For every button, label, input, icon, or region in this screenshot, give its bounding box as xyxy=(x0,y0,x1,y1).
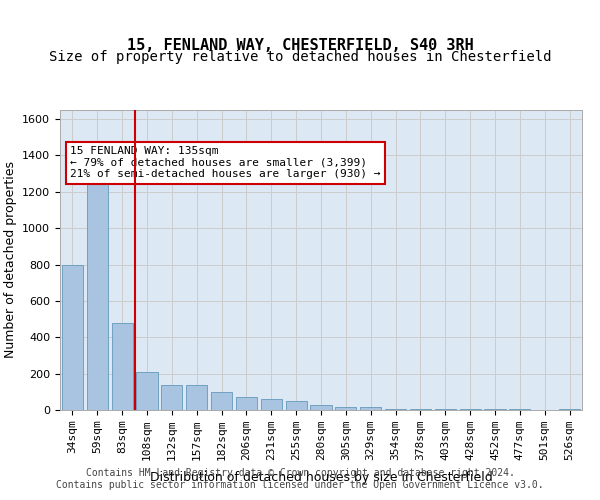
Text: 15 FENLAND WAY: 135sqm
← 79% of detached houses are smaller (3,399)
21% of semi-: 15 FENLAND WAY: 135sqm ← 79% of detached… xyxy=(70,146,381,179)
Bar xyxy=(559,409,580,410)
Bar xyxy=(410,409,431,410)
Bar xyxy=(360,408,381,410)
Bar xyxy=(112,322,133,410)
Bar xyxy=(484,409,506,410)
Bar xyxy=(186,384,207,410)
Bar xyxy=(335,408,356,410)
Bar xyxy=(460,409,481,410)
Bar xyxy=(385,409,406,410)
Bar xyxy=(286,401,307,410)
Text: Size of property relative to detached houses in Chesterfield: Size of property relative to detached ho… xyxy=(49,50,551,64)
Text: 15, FENLAND WAY, CHESTERFIELD, S40 3RH: 15, FENLAND WAY, CHESTERFIELD, S40 3RH xyxy=(127,38,473,52)
Bar xyxy=(87,174,108,410)
Text: Contains HM Land Registry data © Crown copyright and database right 2024.
Contai: Contains HM Land Registry data © Crown c… xyxy=(56,468,544,490)
Bar xyxy=(435,409,456,410)
Bar xyxy=(62,264,83,410)
Bar xyxy=(211,392,232,410)
Bar xyxy=(161,384,182,410)
Bar xyxy=(136,372,158,410)
Bar xyxy=(236,398,257,410)
Bar xyxy=(509,409,530,410)
Y-axis label: Number of detached properties: Number of detached properties xyxy=(4,162,17,358)
X-axis label: Distribution of detached houses by size in Chesterfield: Distribution of detached houses by size … xyxy=(149,472,493,484)
Bar xyxy=(261,399,282,410)
Bar xyxy=(310,404,332,410)
